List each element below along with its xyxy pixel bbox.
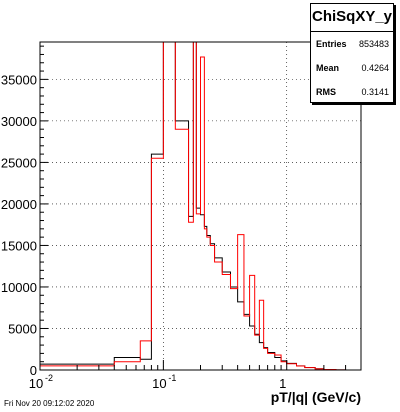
y-tick-label: 20000 (1, 197, 37, 212)
y-tick-label: 35000 (1, 72, 37, 87)
x-tick-label: 10 (152, 376, 166, 391)
x-axis-label: pT/|q| (GeV/c) (270, 389, 361, 405)
y-axis-ticks: 0 5000 10000 15000 20000 25000 30000 35000 (1, 45, 48, 378)
stats-box: ChiSqXY_y Entries 853483 Mean 0.4264 RMS… (310, 3, 394, 103)
x-tick-exponent: -2 (45, 373, 53, 383)
y-tick-label: 0 (30, 363, 37, 378)
stats-value: 0.4264 (361, 63, 389, 73)
y-tick-label: 10000 (1, 280, 37, 295)
stats-row-entries: Entries 853483 (311, 32, 393, 56)
x-tick-label: 1 (279, 376, 286, 391)
histogram-series (39, 41, 347, 371)
x-axis-ticks: 10 -2 10 -1 1 (29, 360, 362, 391)
y-tick-label: 5000 (8, 321, 37, 336)
stats-label: Entries (316, 39, 347, 49)
stats-label: Mean (316, 63, 340, 73)
histogram-series-1 (39, 41, 347, 371)
stats-label: RMS (316, 87, 336, 97)
stats-value: 853483 (358, 39, 389, 49)
x-tick-label: 10 (29, 376, 43, 391)
stats-row-rms: RMS 0.3141 (311, 80, 393, 104)
stats-value: 0.3141 (361, 87, 389, 97)
histogram-series-0 (39, 41, 347, 371)
x-tick-exponent: -1 (168, 373, 176, 383)
y-tick-label: 30000 (1, 114, 37, 129)
y-tick-label: 15000 (1, 238, 37, 253)
y-tick-label: 25000 (1, 155, 37, 170)
stats-title: ChiSqXY_y (311, 4, 393, 32)
timestamp: Fri Nov 20 09:12:02 2020 (4, 399, 95, 408)
stats-row-mean: Mean 0.4264 (311, 56, 393, 80)
